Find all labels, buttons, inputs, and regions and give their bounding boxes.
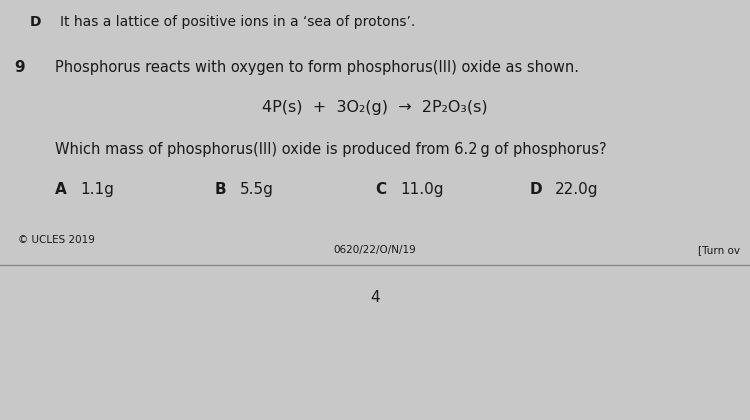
Text: 9: 9 (14, 60, 25, 75)
Text: C: C (375, 182, 386, 197)
Text: 4: 4 (370, 290, 380, 305)
Text: A: A (55, 182, 67, 197)
Text: Phosphorus reacts with oxygen to form phosphorus(III) oxide as shown.: Phosphorus reacts with oxygen to form ph… (55, 60, 579, 75)
Text: [Turn ov: [Turn ov (698, 245, 740, 255)
Text: D: D (530, 182, 542, 197)
Text: Which mass of phosphorus(III) oxide is produced from 6.2 g of phosphorus?: Which mass of phosphorus(III) oxide is p… (55, 142, 607, 157)
Text: 11.0g: 11.0g (400, 182, 443, 197)
Text: B: B (215, 182, 226, 197)
Text: 5.5g: 5.5g (240, 182, 274, 197)
Text: © UCLES 2019: © UCLES 2019 (18, 235, 94, 245)
Text: 0620/22/O/N/19: 0620/22/O/N/19 (334, 245, 416, 255)
Text: 1.1g: 1.1g (80, 182, 114, 197)
Text: It has a lattice of positive ions in a ‘sea of protons’.: It has a lattice of positive ions in a ‘… (60, 15, 416, 29)
Text: 22.0g: 22.0g (555, 182, 598, 197)
Text: D: D (30, 15, 41, 29)
Text: 4P(s)  +  3O₂(g)  →  2P₂O₃(s): 4P(s) + 3O₂(g) → 2P₂O₃(s) (262, 100, 488, 115)
